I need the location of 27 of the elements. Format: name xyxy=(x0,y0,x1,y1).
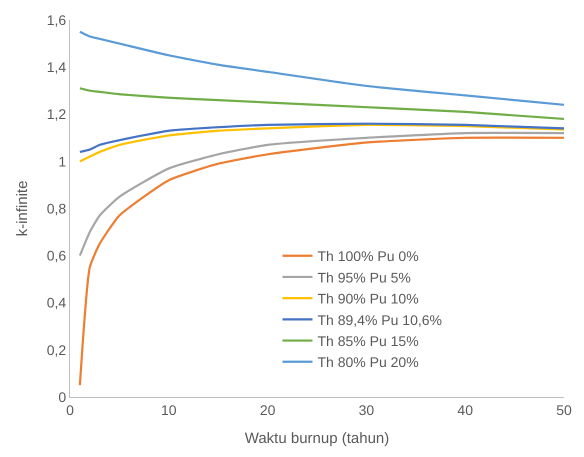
line-series xyxy=(78,136,564,386)
x-axis-title: Waktu burnup (tahun) xyxy=(244,430,390,447)
y-tick-label: 1,6 xyxy=(46,12,66,28)
x-tick-label: 30 xyxy=(358,402,374,418)
legend-label: Th 89,4% Pu 10,6% xyxy=(317,312,442,328)
y-tick-label: 0,8 xyxy=(46,200,66,216)
y-tick-label: 1 xyxy=(58,153,66,170)
legend-label: Th 90% Pu 10% xyxy=(317,290,419,307)
y-tick-label: 0,2 xyxy=(46,342,66,358)
line-series xyxy=(78,87,564,120)
y-axis-title: k-infinite xyxy=(14,180,31,236)
legend-label: Th 80% Pu 20% xyxy=(317,354,419,370)
x-tick-label: 40 xyxy=(457,402,474,418)
line-series xyxy=(78,30,564,106)
y-tick-label: 0 xyxy=(58,388,66,405)
y-tick-label: 1,4 xyxy=(46,59,66,76)
y-tick-label: 0,4 xyxy=(46,294,66,311)
x-tick-label: 20 xyxy=(260,402,276,418)
x-tick-label: 10 xyxy=(161,402,177,418)
line-series xyxy=(78,124,564,162)
y-tick-label: 1,2 xyxy=(46,106,66,122)
y-tick-label: 0,6 xyxy=(46,248,66,264)
x-tick-label: 50 xyxy=(556,402,572,418)
line-series xyxy=(78,122,564,154)
legend-label: Th 100% Pu 0% xyxy=(317,248,419,264)
legend-label: Th 85% Pu 15% xyxy=(317,333,419,350)
legend-label: Th 95% Pu 5% xyxy=(317,269,411,286)
